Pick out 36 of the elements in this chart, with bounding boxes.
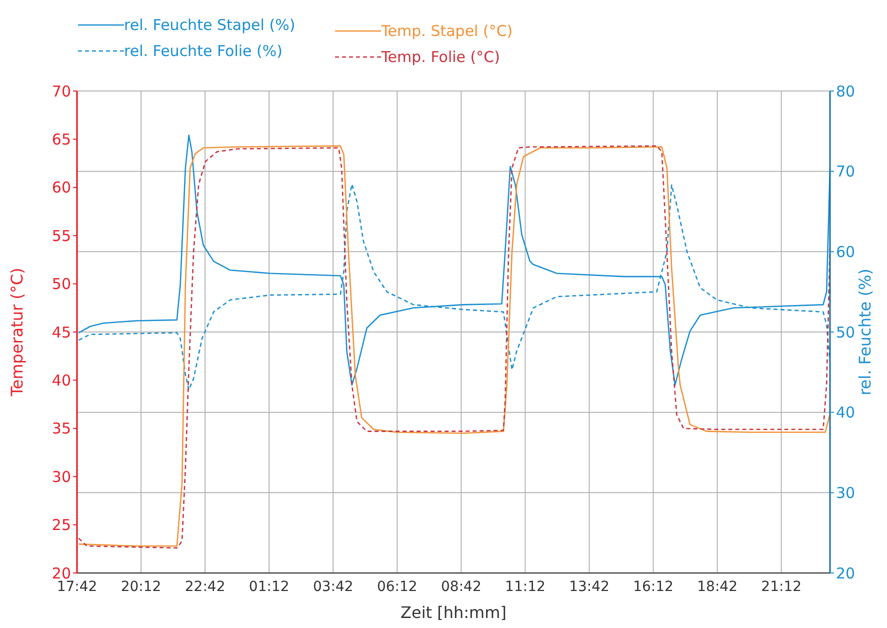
legend-label: Temp. Stapel (°C) — [381, 22, 513, 40]
legend-label: rel. Feuchte Stapel (%) — [124, 16, 296, 34]
x-tick-label: 08:42 — [441, 578, 482, 595]
y-tick-label: 55 — [52, 226, 71, 245]
y-tick-label: 45 — [52, 323, 71, 342]
y-tick-label: 25 — [52, 516, 71, 534]
x-tick-label: 20:12 — [120, 578, 162, 595]
y2-tick-label: 80 — [836, 82, 856, 100]
y-tick-label: 35 — [52, 420, 71, 438]
y-tick-label: 70 — [52, 82, 71, 100]
x-tick-label: 18:42 — [697, 578, 738, 595]
x-tick-label: 13:42 — [569, 578, 610, 595]
x-tick-label: 03:42 — [312, 578, 354, 595]
y-axis-title: Temperatur (°C) — [8, 268, 27, 398]
legend-label: Temp. Folie (°C) — [381, 48, 500, 66]
y2-tick-label: 20 — [836, 564, 856, 582]
y-tick-label: 30 — [52, 468, 71, 486]
y2-tick-label: 60 — [836, 242, 856, 261]
x-tick-label: 16:12 — [633, 578, 674, 595]
y2-axis-title: rel. Feuchte (%) — [856, 268, 875, 396]
y-tick-label: 65 — [52, 130, 71, 149]
y-tick-label: 50 — [52, 275, 71, 294]
x-tick-label: 17:42 — [56, 578, 98, 595]
y2-tick-label: 30 — [836, 484, 856, 502]
y2-tick-label: 70 — [836, 162, 856, 181]
x-tick-label: 06:12 — [376, 578, 418, 595]
y2-tick-label: 50 — [836, 323, 856, 342]
y-tick-label: 40 — [52, 372, 71, 390]
y2-tick-label: 40 — [836, 404, 856, 422]
x-tick-label: 21:12 — [761, 578, 802, 595]
x-tick-label: 22:42 — [184, 578, 226, 595]
x-tick-label: 11:12 — [505, 578, 546, 595]
y-tick-label: 60 — [52, 178, 71, 197]
x-tick-label: 01:12 — [248, 578, 290, 595]
legend-label: rel. Feuchte Folie (%) — [124, 42, 283, 60]
x-axis-title: Zeit [hh:mm] — [400, 603, 506, 622]
